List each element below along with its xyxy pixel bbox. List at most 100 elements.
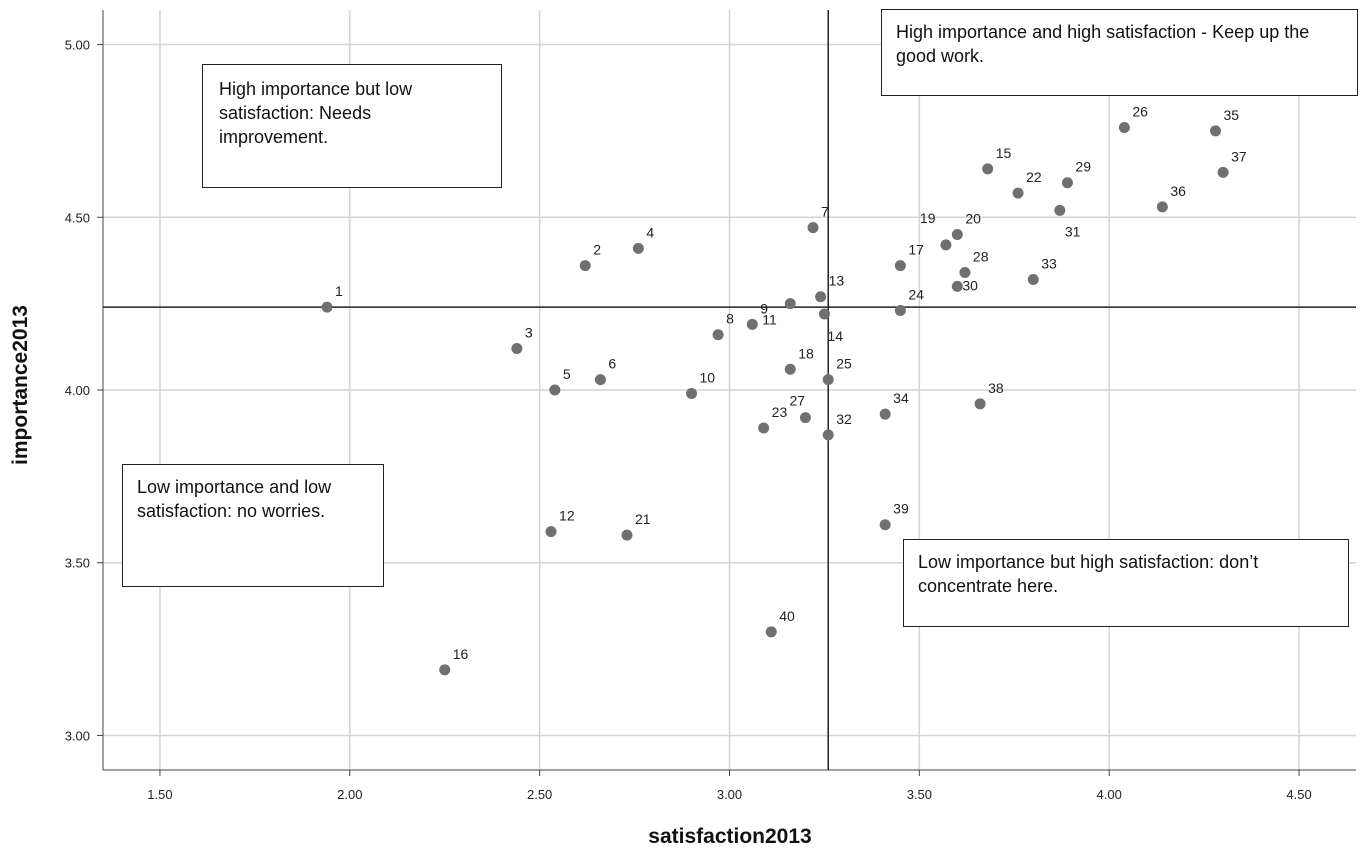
y-tick-label: 3.50 [65,556,90,571]
data-point-label: 22 [1026,169,1042,185]
data-point [951,280,963,292]
data-point-label: 33 [1041,255,1057,271]
data-point [822,374,834,386]
data-point [784,298,796,310]
data-point [686,387,698,399]
data-point [1118,121,1130,133]
data-point [807,222,819,234]
data-point [712,329,724,341]
data-point-label: 13 [829,273,845,289]
data-point [818,308,830,320]
data-point-label: 28 [973,249,989,265]
data-point-label: 7 [821,204,829,220]
data-point [940,239,952,251]
data-point [1217,166,1229,178]
data-point [879,408,891,420]
data-point [579,260,591,272]
data-point [621,529,633,541]
x-tick-label: 2.50 [527,787,552,802]
data-point-label: 34 [893,390,909,406]
data-point-label: 17 [908,242,924,258]
data-point-label: 3 [525,325,533,341]
data-point [815,291,827,303]
data-point-label: 12 [559,508,575,524]
data-point-label: 8 [726,311,734,327]
y-axis-title: importance2013 [9,305,32,465]
annotation-high-importance-high-satisfaction: High importance and high satisfaction - … [881,9,1358,96]
data-point [545,526,557,538]
data-point-label: 23 [772,404,788,420]
data-point-label: 29 [1075,159,1091,175]
x-tick-label: 3.50 [907,787,932,802]
x-tick-label: 4.00 [1097,787,1122,802]
y-tick-label: 4.00 [65,383,90,398]
data-point [549,384,561,396]
data-point [894,260,906,272]
data-point-label: 26 [1132,103,1148,119]
data-point-label: 6 [608,356,616,372]
data-point-label: 37 [1231,148,1247,164]
data-point-label: 21 [635,511,651,527]
data-point-label: 39 [893,501,909,517]
data-point [746,318,758,330]
data-point [511,343,523,355]
data-point-label: 24 [908,287,924,303]
data-point-label: 35 [1224,107,1240,123]
axes: 1.50 2.00 2.50 3.00 3.50 4.00 4.50 3.00 3.50 4.00… [65,10,1356,802]
data-point [1054,204,1066,216]
data-point-label: 36 [1170,183,1186,199]
data-point [879,519,891,531]
data-point-label: 32 [836,411,852,427]
annotation-low-importance-low-satisfaction: Low importance and low satisfaction: no … [122,464,384,587]
data-point [1061,177,1073,189]
data-point-label: 4 [646,224,654,240]
data-point [959,267,971,279]
data-point-label: 16 [453,646,469,662]
data-point-label: 15 [996,145,1012,161]
data-point [765,626,777,638]
data-point-label: 10 [700,369,716,385]
data-point-label: 18 [798,345,814,361]
data-point [894,305,906,317]
y-tick-label: 5.00 [65,38,90,53]
x-tick-label: 1.50 [147,787,172,802]
data-point [632,242,644,254]
data-point-label: 11 [762,312,777,328]
data-point-label: 14 [827,328,843,344]
data-point [1012,187,1024,199]
data-point-label: 25 [836,356,852,372]
data-point-label: 20 [965,211,981,227]
data-point-label: 30 [962,277,978,293]
data-point-label: 31 [1065,223,1081,239]
data-point [822,429,834,441]
y-tick-label: 3.00 [65,728,90,743]
x-tick-label: 2.00 [337,787,362,802]
data-point-label: 5 [563,366,571,382]
annotation-high-importance-low-satisfaction: High importance but low satisfaction: Ne… [202,64,502,188]
data-point [784,363,796,375]
data-point [1156,201,1168,213]
x-axis-title: satisfaction2013 [648,825,811,848]
data-point [439,664,451,676]
x-tick-label: 4.50 [1286,787,1311,802]
data-point [1027,273,1039,285]
data-point [974,398,986,410]
data-point-label: 19 [920,210,936,226]
data-point-label: 1 [335,283,343,299]
data-point [758,422,770,434]
data-point-label: 40 [779,608,795,624]
data-point-label: 2 [593,242,601,258]
data-point-label: 38 [988,380,1004,396]
data-point [321,301,333,313]
reference-lines [103,10,1356,770]
data-point-label: 27 [789,393,805,409]
y-tick-label: 4.50 [65,210,90,225]
data-point-label: 9 [760,300,768,316]
annotation-low-importance-high-satisfaction: Low importance but high satisfaction: do… [903,539,1349,627]
data-point [1210,125,1222,137]
data-point [982,163,994,175]
x-tick-label: 3.00 [717,787,742,802]
data-point [594,374,606,386]
